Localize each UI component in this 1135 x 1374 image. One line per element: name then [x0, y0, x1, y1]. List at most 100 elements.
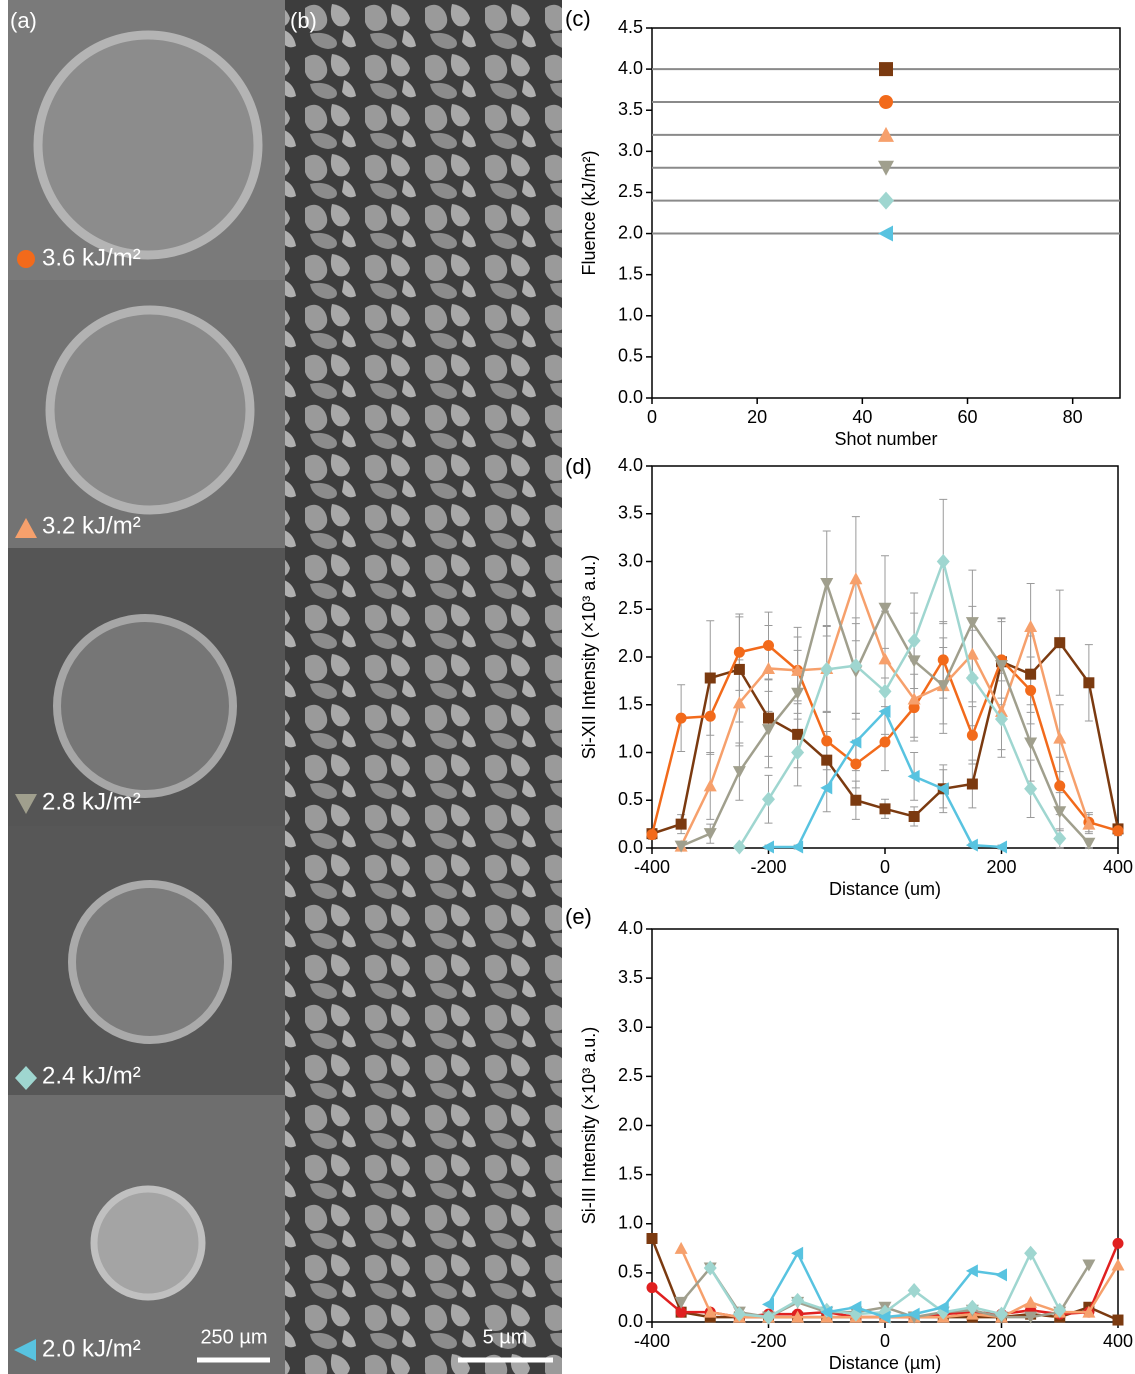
y-axis-label: Fluence (kJ/m²): [579, 150, 599, 275]
marker: [995, 1306, 1008, 1322]
marker: [732, 766, 746, 779]
y-tick-label: 1.5: [618, 263, 643, 283]
marker: [936, 554, 950, 569]
panel-label: (e): [565, 904, 592, 929]
marker: [821, 754, 833, 766]
marker: [908, 702, 920, 714]
x-tick-label: -400: [634, 1331, 670, 1351]
marker: [703, 779, 717, 792]
marker: [937, 654, 949, 666]
marker: [878, 704, 891, 718]
marker: [878, 602, 892, 615]
marker: [703, 1305, 717, 1318]
marker: [1024, 737, 1038, 750]
marker: [878, 191, 894, 210]
x-tick-label: 400: [1103, 1331, 1133, 1351]
marker: [791, 840, 804, 854]
marker: [703, 1260, 717, 1276]
legend-marker: [15, 794, 37, 814]
marker: [820, 661, 834, 677]
marker: [966, 729, 978, 741]
marker: [849, 1300, 862, 1314]
y-tick-label: 4.0: [618, 918, 643, 938]
fluence-label: 2.8 kJ/m²: [42, 788, 141, 815]
x-tick-label: -400: [634, 857, 670, 877]
y-tick-label: 1.5: [618, 694, 643, 714]
y-tick-label: 3.0: [618, 550, 643, 570]
marker: [965, 1299, 979, 1315]
marker: [1025, 668, 1037, 680]
marker: [1025, 684, 1037, 696]
marker: [1024, 619, 1038, 632]
marker: [732, 1306, 746, 1322]
marker: [763, 640, 774, 652]
marker: [704, 710, 716, 722]
marker: [1111, 1258, 1125, 1271]
scale-bar-label: 5 µm: [483, 1326, 528, 1348]
marker: [850, 794, 862, 806]
plot-frame: [651, 928, 1119, 1323]
marker: [878, 683, 892, 699]
y-tick-label: 0.0: [618, 1311, 643, 1331]
marker: [792, 728, 804, 740]
marker: [1024, 1295, 1038, 1308]
sem-panel-b: (b) 5 µm: [285, 0, 562, 1374]
y-tick-label: 2.5: [618, 181, 643, 201]
x-tick-label: -200: [750, 857, 786, 877]
x-tick-label: 60: [957, 407, 977, 427]
y-tick-label: 2.0: [618, 222, 643, 242]
marker: [907, 692, 921, 705]
marker: [1024, 1245, 1038, 1261]
marker: [762, 1309, 775, 1325]
marker: [965, 617, 979, 630]
marker: [675, 1306, 687, 1318]
marker: [995, 660, 1008, 673]
marker: [878, 1310, 891, 1324]
x-tick-label: 0: [647, 407, 657, 427]
y-tick-label: 1.5: [618, 1163, 643, 1183]
marker: [1083, 677, 1095, 689]
marker: [850, 758, 862, 770]
marker: [675, 712, 687, 724]
marker: [820, 1305, 833, 1319]
y-tick-label: 0.5: [618, 789, 643, 809]
y-tick-label: 3.5: [618, 99, 643, 119]
y-tick-label: 4.0: [618, 58, 643, 78]
marker: [965, 647, 979, 660]
marker: [791, 1292, 805, 1308]
marker: [965, 838, 978, 852]
marker: [762, 661, 775, 674]
marker: [849, 735, 862, 749]
marker: [995, 840, 1007, 854]
x-tick-label: 80: [1063, 407, 1083, 427]
y-tick-label: 1.0: [618, 741, 643, 761]
marker: [675, 818, 687, 830]
panel-label: (a): [10, 8, 37, 33]
panel-label: (d): [565, 454, 592, 479]
y-tick-label: 3.5: [618, 503, 643, 523]
marker: [704, 672, 716, 684]
marker: [703, 828, 717, 841]
x-tick-label: 200: [986, 1331, 1016, 1351]
marker: [965, 1264, 978, 1278]
panel-label: (c): [565, 6, 591, 31]
marker: [1082, 1305, 1096, 1318]
marker: [879, 95, 893, 109]
marker: [674, 840, 688, 853]
fluence-label: 3.2 kJ/m²: [42, 512, 141, 539]
y-axis-label: Si-XII Intensity (×10³ a.u.): [579, 555, 599, 760]
marker: [936, 782, 949, 796]
x-tick-label: 400: [1103, 857, 1133, 877]
marker: [1024, 781, 1038, 797]
y-tick-label: 2.5: [618, 1065, 643, 1085]
x-axis-label: Distance (um): [829, 879, 941, 899]
x-tick-label: 20: [747, 407, 767, 427]
y-tick-label: 4.5: [618, 17, 643, 37]
marker: [1112, 1237, 1124, 1249]
marker: [762, 840, 774, 854]
x-axis-label: Distance (µm): [829, 1353, 941, 1373]
x-tick-label: 0: [880, 1331, 890, 1351]
marker: [820, 577, 834, 590]
y-tick-label: 2.5: [618, 598, 643, 618]
